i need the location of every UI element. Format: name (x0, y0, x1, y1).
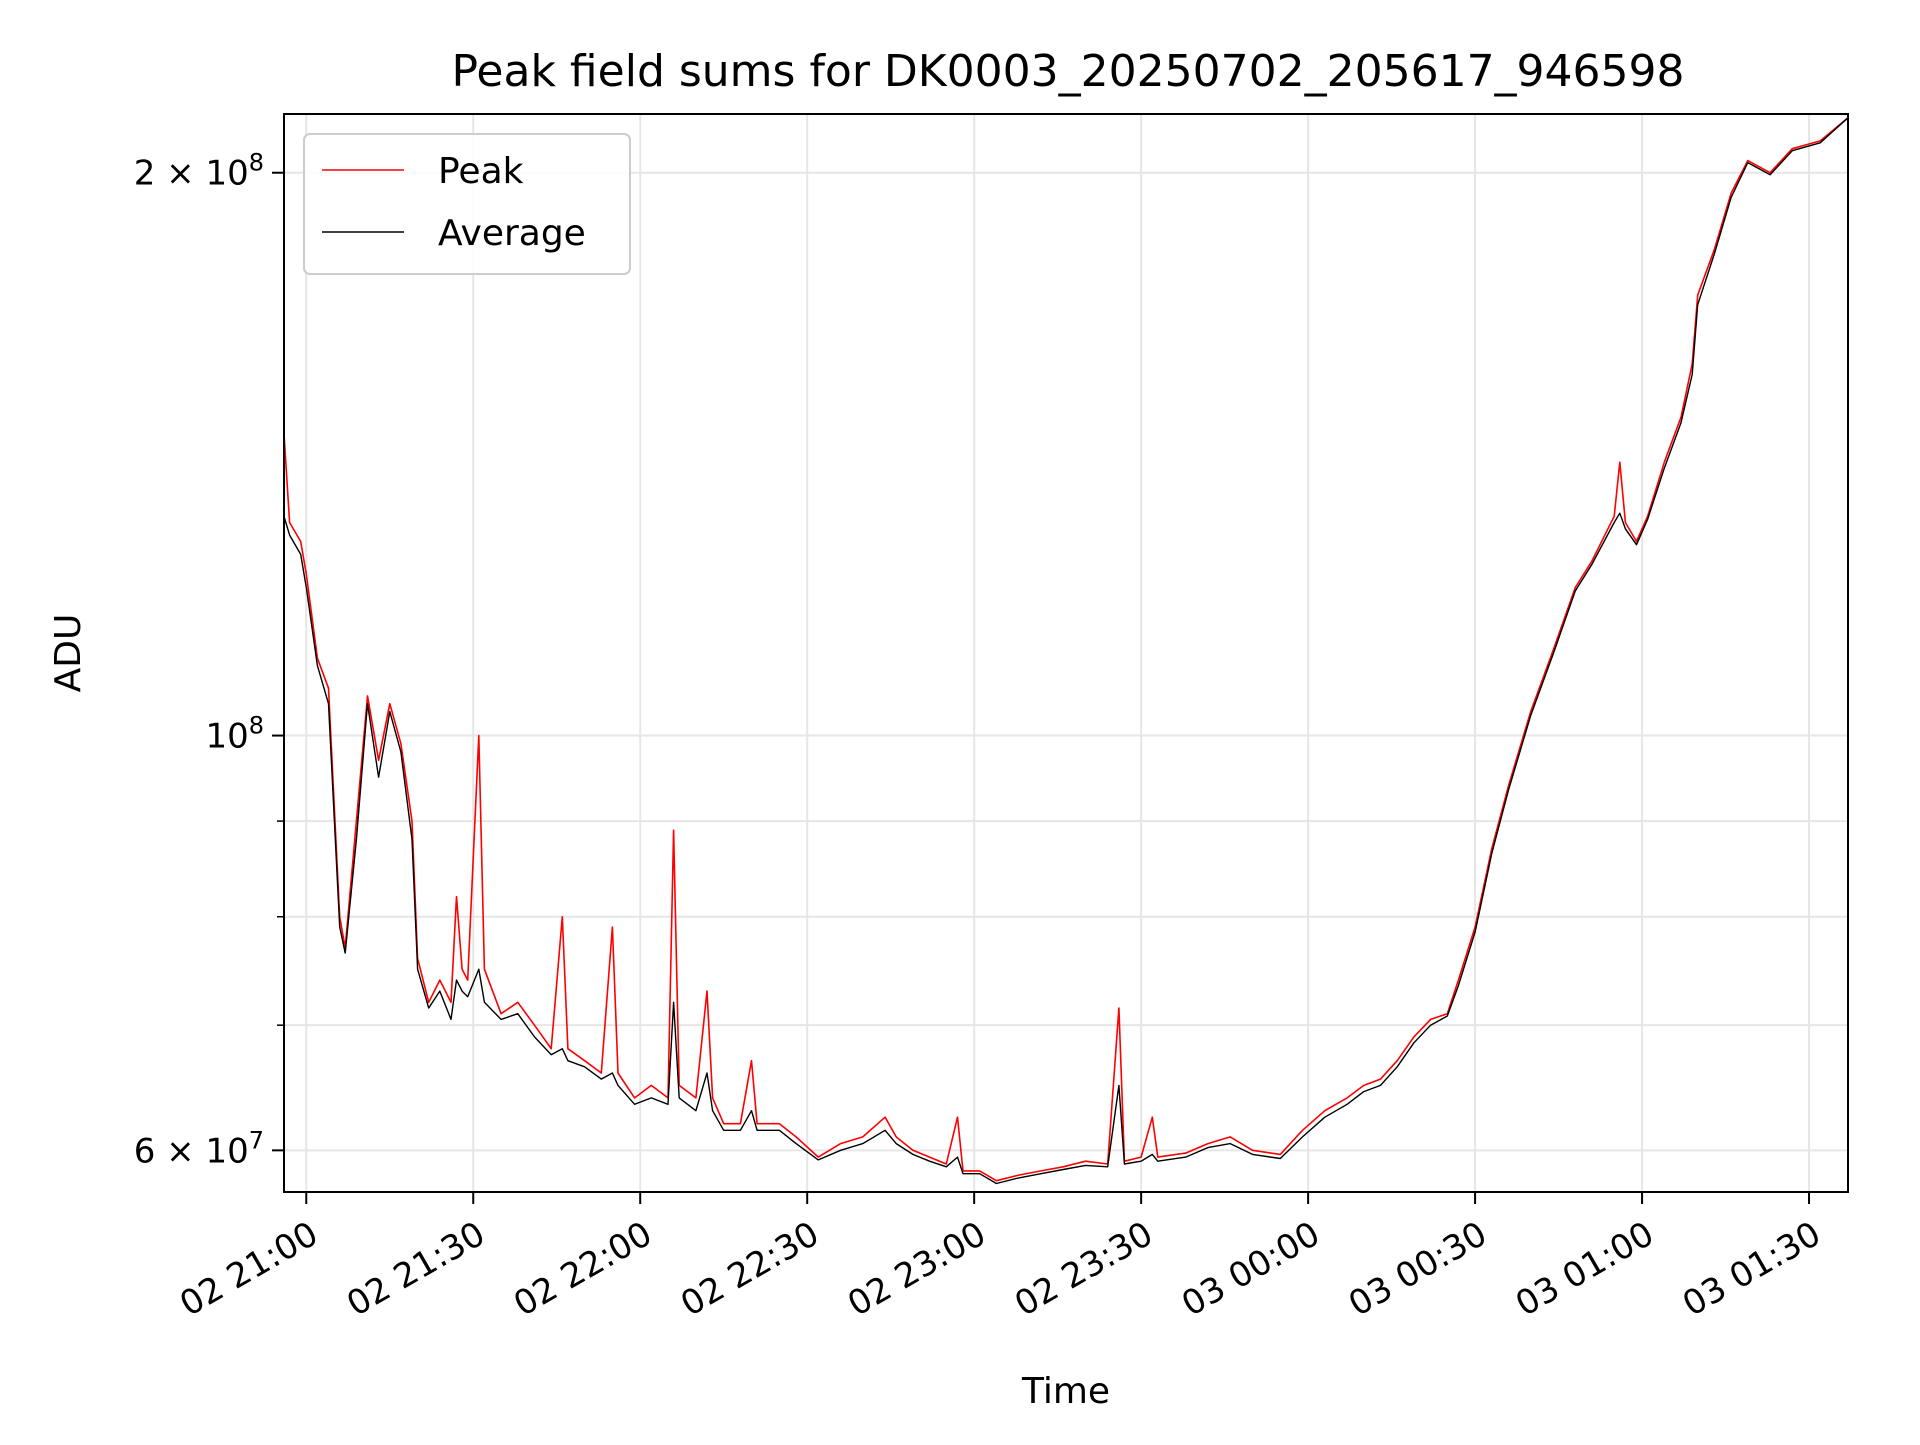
plot-frame (283, 113, 1849, 1193)
y-tick-exponent: 8 (249, 712, 264, 740)
legend-box (303, 133, 631, 275)
y-axis-label: ADU (48, 614, 89, 693)
y-tick-base: 6 × 10 (134, 1131, 249, 1171)
y-tick-base: 10 (205, 717, 248, 757)
series-line-average (283, 117, 1849, 1185)
series-layer (283, 117, 1849, 1185)
chart-title: Peak field sums for DK0003_20250702_2056… (451, 46, 1684, 97)
legend-label-peak: Peak (438, 151, 524, 192)
y-tick-exponent: 8 (249, 149, 264, 177)
x-axis-label: Time (1021, 1371, 1110, 1412)
y-tick-label: 108 (205, 712, 264, 757)
legend-label-average: Average (438, 213, 586, 254)
y-tick-label: 2 × 108 (134, 149, 264, 194)
series-line-peak (283, 117, 1849, 1182)
y-tick-label: 6 × 107 (134, 1126, 264, 1171)
legend: Peak Average (303, 133, 631, 275)
y-tick-base: 2 × 10 (134, 154, 249, 194)
y-tick-exponent: 7 (249, 1126, 264, 1154)
